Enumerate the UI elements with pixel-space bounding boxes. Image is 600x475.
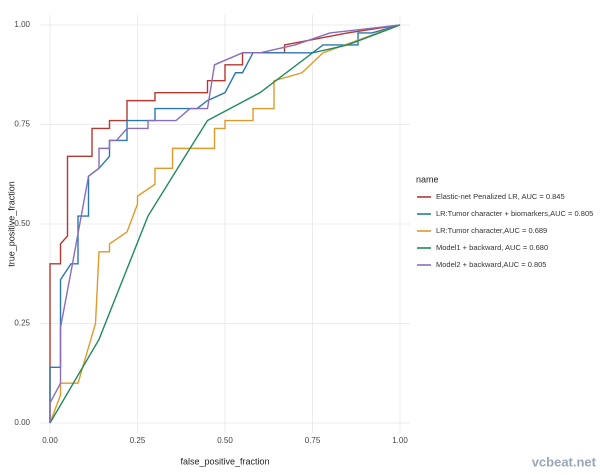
legend-label: LR:Tumor character,AUC = 0.689 bbox=[436, 226, 547, 235]
legend-label: Model2 + backward,AUC = 0.805 bbox=[436, 260, 546, 269]
x-tick-label: 0.00 bbox=[42, 436, 58, 445]
legend-title: name bbox=[416, 174, 439, 184]
y-tick-label: 0.75 bbox=[14, 120, 30, 129]
roc-line bbox=[49, 24, 401, 424]
y-tick-label: 0.00 bbox=[14, 418, 30, 427]
legend-label: Elastic-net Penalized LR, AUC = 0.845 bbox=[436, 192, 565, 201]
x-tick-label: 1.00 bbox=[392, 436, 408, 445]
roc-line bbox=[49, 24, 401, 424]
x-tick-label: 0.25 bbox=[130, 436, 146, 445]
x-tick-label: 0.75 bbox=[305, 436, 321, 445]
y-tick-label: 0.50 bbox=[14, 219, 30, 228]
legend-label: LR:Tumor character + biomarkers,AUC = 0.… bbox=[436, 209, 593, 218]
roc-line bbox=[49, 24, 401, 423]
roc-line bbox=[49, 24, 401, 423]
x-tick-label: 0.50 bbox=[217, 436, 233, 445]
y-tick-label: 1.00 bbox=[14, 20, 30, 29]
watermark: vcbeat.net bbox=[532, 454, 597, 469]
y-tick-label: 0.25 bbox=[14, 319, 30, 328]
legend-label: Model1 + backward, AUC = 0.680 bbox=[436, 243, 548, 252]
x-axis-label: false_positive_fraction bbox=[180, 456, 269, 466]
y-axis-label: true_positive_fraction bbox=[6, 181, 16, 267]
